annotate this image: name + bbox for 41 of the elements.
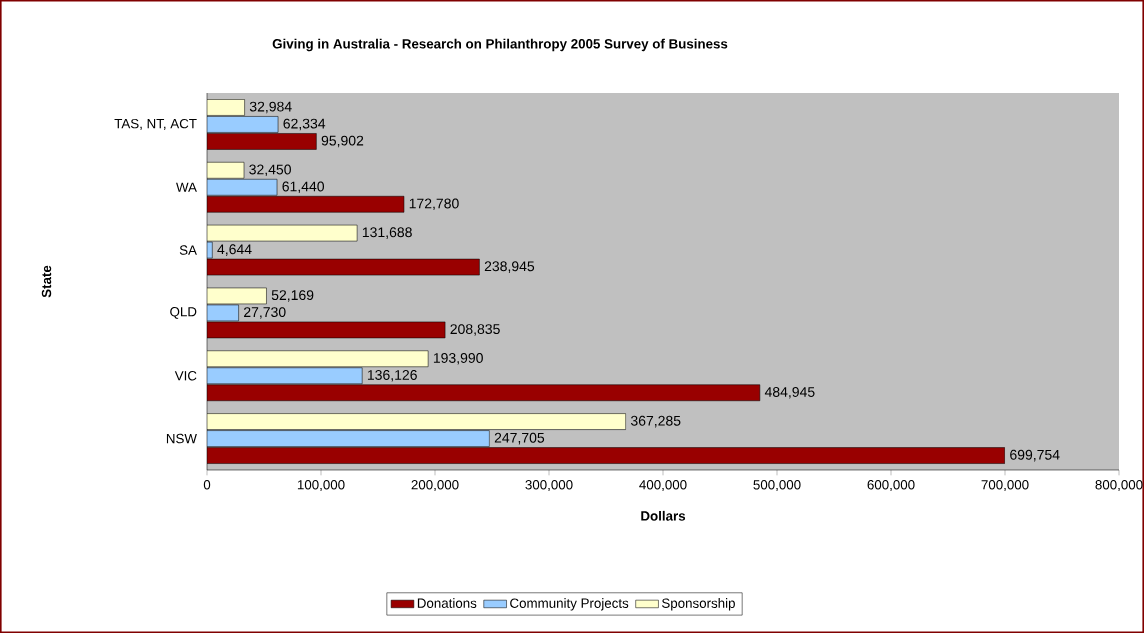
data-label: 4,644	[217, 244, 252, 256]
data-label: 131,688	[362, 227, 412, 239]
bar	[207, 413, 626, 430]
x-tick-label: 500,000	[753, 480, 801, 492]
data-label: 32,984	[249, 101, 292, 114]
y-tick-label: WA	[176, 182, 197, 192]
data-label: 247,705	[494, 432, 545, 445]
x-tick-label: 300,000	[525, 480, 573, 492]
y-tick-label: QLD	[170, 307, 197, 319]
x-axis-title: Dollars	[641, 510, 686, 521]
data-label: 367,285	[630, 415, 681, 428]
bar	[207, 350, 429, 368]
y-tick-label: TAS, NT, ACT	[114, 118, 197, 130]
data-label: 208,835	[450, 324, 500, 336]
x-tick-label: 600,000	[867, 480, 915, 492]
y-axis-title: State	[41, 265, 52, 298]
data-label: 61,440	[282, 181, 325, 194]
data-label: 52,169	[271, 290, 314, 302]
data-label: 484,945	[764, 386, 815, 399]
x-tick-label: 400,000	[639, 480, 687, 492]
bar	[207, 99, 245, 116]
data-label: 32,450	[249, 164, 291, 177]
data-label: 172,780	[409, 198, 459, 211]
legend-label: Donations	[417, 598, 477, 608]
y-tick-label: VIC	[174, 371, 197, 381]
data-label: 238,945	[484, 261, 535, 273]
data-label: 62,334	[283, 118, 326, 131]
y-tick-label: NSW	[166, 433, 197, 444]
y-tick-label: SA	[179, 245, 197, 255]
x-tick-label: 100,000	[297, 480, 345, 492]
legend-label: Community Projects	[510, 598, 629, 611]
data-label: 27,730	[244, 307, 286, 319]
data-label: 193,990	[433, 352, 483, 365]
data-label: 95,902	[321, 135, 364, 148]
x-tick-label: 700,000	[981, 480, 1029, 492]
x-tick-label: 200,000	[411, 480, 459, 492]
data-label: 699,754	[1010, 449, 1060, 462]
chart-title: Giving in Australia - Research on Philanthropy 2005 Survey of Business	[272, 38, 728, 52]
data-label: 136,126	[367, 369, 417, 382]
legend-label: Sponsorship	[661, 598, 735, 611]
x-tick-label: 0	[203, 480, 211, 490]
